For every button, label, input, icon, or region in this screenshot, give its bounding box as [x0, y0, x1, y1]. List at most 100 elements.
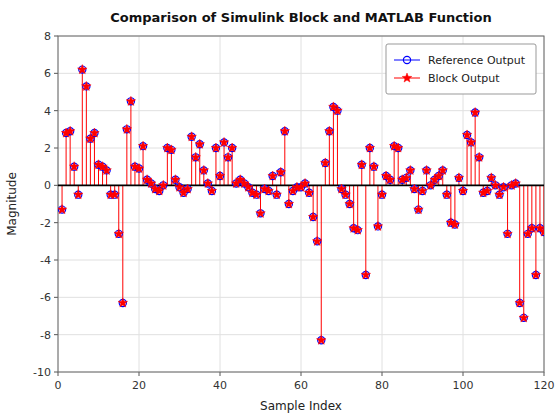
star-marker [171, 175, 181, 184]
y-grid-line [58, 297, 544, 298]
star-marker [333, 106, 343, 115]
star-marker [195, 139, 205, 148]
y-tick-label: 6 [44, 67, 51, 80]
x-grid-line [382, 36, 383, 372]
stem [544, 185, 545, 232]
plot-frame [58, 36, 544, 372]
legend-label: Block Output [428, 72, 500, 85]
star-marker [442, 190, 452, 199]
y-tick-label: 4 [44, 105, 51, 118]
stem [167, 148, 168, 185]
x-tick-label: 40 [213, 379, 227, 392]
stem [86, 86, 87, 185]
star-marker [122, 124, 132, 133]
star-marker [223, 152, 233, 161]
x-tick-label: 0 [55, 379, 62, 392]
stem [373, 167, 374, 186]
y-tick-label: 2 [44, 142, 51, 155]
star-marker [474, 152, 484, 161]
stem [284, 131, 285, 185]
star-marker [102, 165, 112, 174]
y-tick [54, 73, 58, 74]
star-marker [487, 173, 497, 182]
star-marker [191, 152, 201, 161]
star-marker [90, 128, 100, 137]
x-tick-label: 120 [534, 379, 555, 392]
axes: 020406080100120-10-8-6-4-202468 [33, 30, 554, 392]
stem [215, 148, 216, 185]
x-grid-line [220, 36, 221, 372]
x-tick-label: 60 [294, 379, 308, 392]
star-marker [159, 180, 169, 189]
star-marker [207, 186, 217, 195]
data [58, 65, 544, 345]
plot-area [58, 36, 544, 372]
star-marker [373, 221, 383, 230]
star-marker [69, 162, 79, 171]
star-marker [539, 227, 544, 236]
star-marker [183, 184, 193, 193]
y-tick [54, 334, 58, 335]
stem [531, 185, 532, 228]
stem [479, 157, 480, 185]
y-tick-label: 0 [44, 179, 51, 192]
x-tick [463, 372, 464, 376]
star-marker [110, 190, 120, 199]
star-marker [126, 96, 136, 105]
star-marker [418, 186, 428, 195]
y-tick [54, 372, 58, 373]
star-marker [402, 173, 412, 182]
legend-box [386, 44, 536, 94]
star-marker [450, 220, 460, 229]
series [58, 66, 544, 344]
star-marker [134, 164, 144, 173]
stem [454, 185, 455, 224]
title: Comparison of Simulink Block and MATLAB … [110, 10, 491, 25]
star-marker [491, 180, 501, 189]
stem [94, 133, 95, 185]
legend-label: Reference Output [428, 54, 526, 67]
star-marker [369, 162, 379, 171]
star-marker [73, 190, 83, 199]
series [58, 65, 544, 345]
star-marker [458, 186, 468, 195]
star-marker [264, 186, 274, 195]
star-marker [272, 190, 282, 199]
star-marker [312, 236, 322, 245]
star-marker [199, 165, 209, 174]
stem [519, 185, 520, 303]
x-tick-label: 80 [375, 379, 389, 392]
star-marker [321, 158, 331, 167]
star-marker [256, 208, 266, 217]
grid [58, 36, 544, 372]
x-grid-line [139, 36, 140, 372]
star-marker [325, 126, 335, 135]
x-tick-label: 100 [453, 379, 474, 392]
star-marker [58, 205, 67, 214]
y-tick [54, 185, 58, 186]
stem [377, 185, 378, 226]
star-marker [377, 190, 387, 199]
legend: Reference Output Block Output [386, 44, 536, 94]
star-marker [483, 186, 493, 195]
y-tick-label: -10 [33, 366, 51, 379]
star-marker [341, 190, 351, 199]
stem [228, 157, 229, 185]
x-tick [139, 372, 140, 376]
star-marker [276, 167, 286, 176]
stem [365, 185, 366, 275]
y-tick [54, 110, 58, 111]
star-marker [438, 165, 448, 174]
y-tick [54, 297, 58, 298]
star-marker [308, 212, 318, 221]
star-marker [515, 298, 525, 307]
star-marker [284, 199, 294, 208]
y-tick-label: -8 [40, 329, 51, 342]
star-marker [167, 145, 177, 154]
stem [523, 185, 524, 318]
star-marker [414, 205, 424, 214]
star-marker [365, 143, 375, 152]
y-tick [54, 148, 58, 149]
stem [130, 101, 131, 185]
stem [74, 167, 75, 186]
